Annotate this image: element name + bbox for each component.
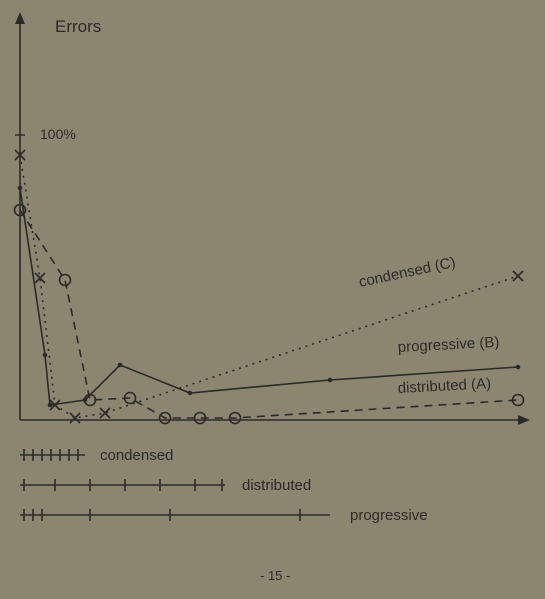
legend-row-condensed: condensed [20, 447, 173, 464]
marker-dot-icon [118, 363, 123, 368]
marker-dot-icon [328, 378, 333, 383]
legend-timelines: condensed distributed progressive [20, 447, 428, 524]
series-progressive [18, 186, 521, 408]
page-number: - 15 - [260, 568, 290, 583]
marker-dot-icon [18, 186, 23, 191]
y-tick-100: 100% [15, 126, 76, 142]
legend-label-condensed: condensed [100, 447, 173, 464]
series-label-distributed: distributed (A) [397, 375, 491, 397]
legend-row-distributed: distributed [20, 477, 311, 494]
x-axis [20, 415, 530, 425]
marker-dot-icon [43, 353, 48, 358]
marker-dot-icon [48, 403, 53, 408]
y-tick-100-label: 100% [40, 126, 76, 142]
legend-label-distributed: distributed [242, 477, 311, 494]
marker-dot-icon [188, 391, 193, 396]
series-label-progressive: progressive (B) [397, 334, 499, 356]
legend-label-progressive: progressive [350, 507, 428, 524]
series-line-progressive [20, 188, 518, 405]
errors-chart: Errors 100% condensed (C) progressive (B… [0, 0, 545, 599]
marker-dot-icon [516, 365, 521, 370]
series-label-condensed: condensed (C) [357, 254, 457, 291]
y-axis-label: Errors [55, 17, 101, 36]
legend-row-progressive: progressive [20, 507, 428, 524]
